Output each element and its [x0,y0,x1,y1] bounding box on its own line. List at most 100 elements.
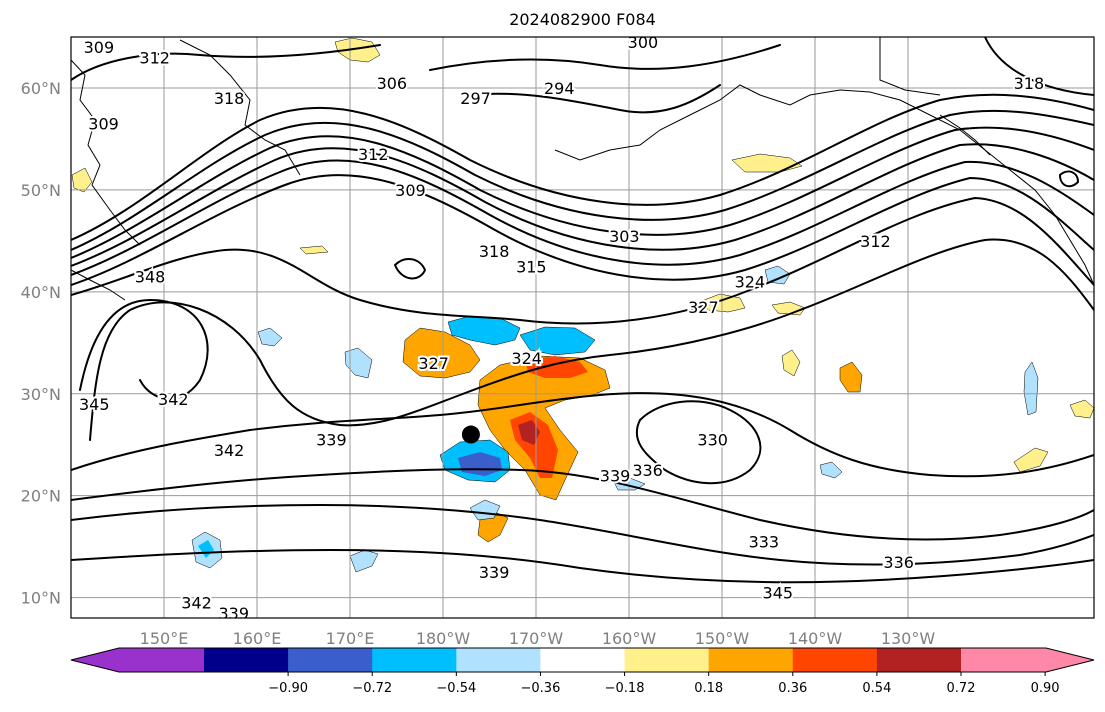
shaded-fields [71,37,1094,573]
weak-negative-anomaly [819,461,843,479]
contour-lines [71,37,1094,584]
contour-label: 315 [516,257,547,276]
contour-label: 339 [316,431,347,450]
longitude-label: 160°E [233,629,282,648]
longitude-label: 130°W [881,629,936,648]
longitude-label: 150°E [140,629,189,648]
latitude-label: 50°N [21,181,61,200]
contour-label: 312 [139,48,170,67]
map-title: 2024082900 F084 [509,10,656,29]
contour-label: 318 [1014,74,1045,93]
contour-label: 309 [84,38,115,57]
contour-label: 306 [377,74,408,93]
map-background [71,37,1094,618]
contour-label: 309 [88,115,119,134]
contour-label: 330 [697,431,728,450]
colorbar-segment [204,648,289,672]
colorbar-segment [372,648,457,672]
longitude-labels: 150°E 160°E 170°E 180°W 170°W 160°W 150°W 140°W… [140,629,936,648]
weak-positive-anomaly [71,167,93,193]
latitude-label: 30°N [21,385,61,404]
contour-label: 327 [418,354,449,373]
contour-label: 342 [181,594,212,613]
contour-label: 309 [395,181,426,200]
weak-positive-anomaly [1069,399,1094,419]
longitude-label: 150°W [695,629,750,648]
contour-label: 339 [600,466,631,485]
contour-label: 297 [460,89,491,108]
colorbar-tick-label: 0.36 [778,681,807,696]
weak-positive-anomaly [299,245,329,255]
latitude-label: 20°N [21,487,61,506]
strong-positive-anomaly [525,356,588,378]
weak-positive-anomaly [703,293,746,313]
colorbar-tick-label: −0.36 [521,681,561,696]
contour-label: 312 [860,232,891,251]
longitude-label: 170°E [326,629,375,648]
contour-label: 312 [358,145,389,164]
weak-positive-anomaly [781,349,801,377]
contour-label: 342 [214,441,245,460]
colorbar-outline [70,647,1095,673]
weak-negative-anomaly [1023,361,1039,416]
colorbar: −0.90 −0.72 −0.54 −0.36 −0.18 0.18 0.36 0.54 0.7… [70,647,1095,696]
colorbar-tick-label: 0.72 [947,681,976,696]
colorbar-segment [876,648,962,672]
negative-anomaly [519,326,596,356]
extreme-positive-anomaly [518,420,540,445]
contour-label: 345 [79,395,110,414]
coastlines [71,37,1094,301]
contour-label: 318 [479,242,510,261]
positive-anomaly [402,327,481,379]
colorbar-tick-label: −0.18 [605,681,645,696]
latitude-labels: 60°N 50°N 40°N 30°N 20°N 10°N [21,79,61,608]
colorbar-tick-label: 0.18 [694,681,723,696]
colorbar-tick-label: −0.90 [268,681,308,696]
latitude-label: 10°N [21,589,61,608]
contour-label: 339 [479,563,510,582]
colorbar-tick-label: −0.72 [352,681,392,696]
colorbar-segment [961,648,1094,672]
contour-label: 294 [544,79,575,98]
contour-label: 342 [158,390,189,409]
contour-label: 339 [218,604,249,623]
weak-positive-anomaly [334,37,381,63]
weak-negative-anomaly [344,347,373,379]
storm-center-marker [461,425,480,444]
weak-negative-anomaly [257,327,283,347]
colorbar-segment [540,648,626,672]
contour-label: 303 [609,227,640,246]
colorbar-segment [288,648,373,672]
contour-label: 345 [763,584,794,603]
longitude-label: 180°W [416,629,471,648]
contour-label: 324 [735,273,766,292]
contour-label: 333 [749,533,780,552]
map-frame [70,36,1095,619]
colorbar-segment [792,648,878,672]
gridlines [71,37,1094,618]
colorbar-segment [71,648,204,672]
colorbar-segment [624,648,710,672]
colorbar-tick-label: 0.90 [1031,681,1060,696]
positive-anomaly [839,361,863,393]
contour-label: 318 [214,89,245,108]
contour-label: 336 [883,553,914,572]
colorbar-segment [708,648,794,672]
contour-label: 336 [632,461,663,480]
contour-label: 324 [511,349,542,368]
longitude-label: 170°W [509,629,564,648]
latitude-label: 60°N [21,79,61,98]
weak-negative-anomaly [764,265,791,285]
contour-label: 327 [688,298,719,317]
contour-labels: 309 312 309 318 306 297 294 300 318 312 309 303 312 3… [77,33,1046,623]
colorbar-tick-label: −0.54 [436,681,476,696]
contour-label: 348 [135,268,166,287]
latitude-label: 40°N [21,283,61,302]
weak-positive-anomaly [1013,447,1049,473]
colorbar-tick-label: 0.54 [862,681,891,696]
longitude-label: 160°W [602,629,657,648]
colorbar-segment [456,648,541,672]
contour-label: 300 [628,33,659,52]
weak-positive-anomaly [731,153,803,173]
